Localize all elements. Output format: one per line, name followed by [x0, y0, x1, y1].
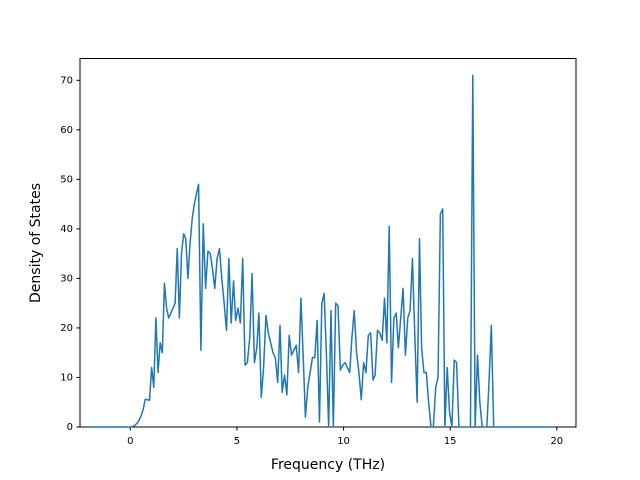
- y-tick-label: 60: [60, 125, 73, 136]
- x-tick-label: 0: [127, 436, 133, 447]
- y-tick-label: 20: [60, 323, 73, 334]
- y-tick-label: 40: [60, 224, 73, 235]
- x-tick-label: 5: [234, 436, 240, 447]
- x-tick-label: 10: [337, 436, 350, 447]
- x-tick-label: 15: [444, 436, 457, 447]
- x-tick-label: 20: [550, 436, 563, 447]
- y-tick-label: 50: [60, 174, 73, 185]
- x-axis-label: Frequency (THz): [271, 457, 385, 473]
- data-line: [89, 74, 555, 428]
- y-axis-label: Density of States: [28, 183, 44, 303]
- y-tick-label: 70: [60, 75, 73, 86]
- y-tick-label: 10: [60, 372, 73, 383]
- y-tick-label: 30: [60, 273, 73, 284]
- y-tick-label: 0: [67, 422, 73, 433]
